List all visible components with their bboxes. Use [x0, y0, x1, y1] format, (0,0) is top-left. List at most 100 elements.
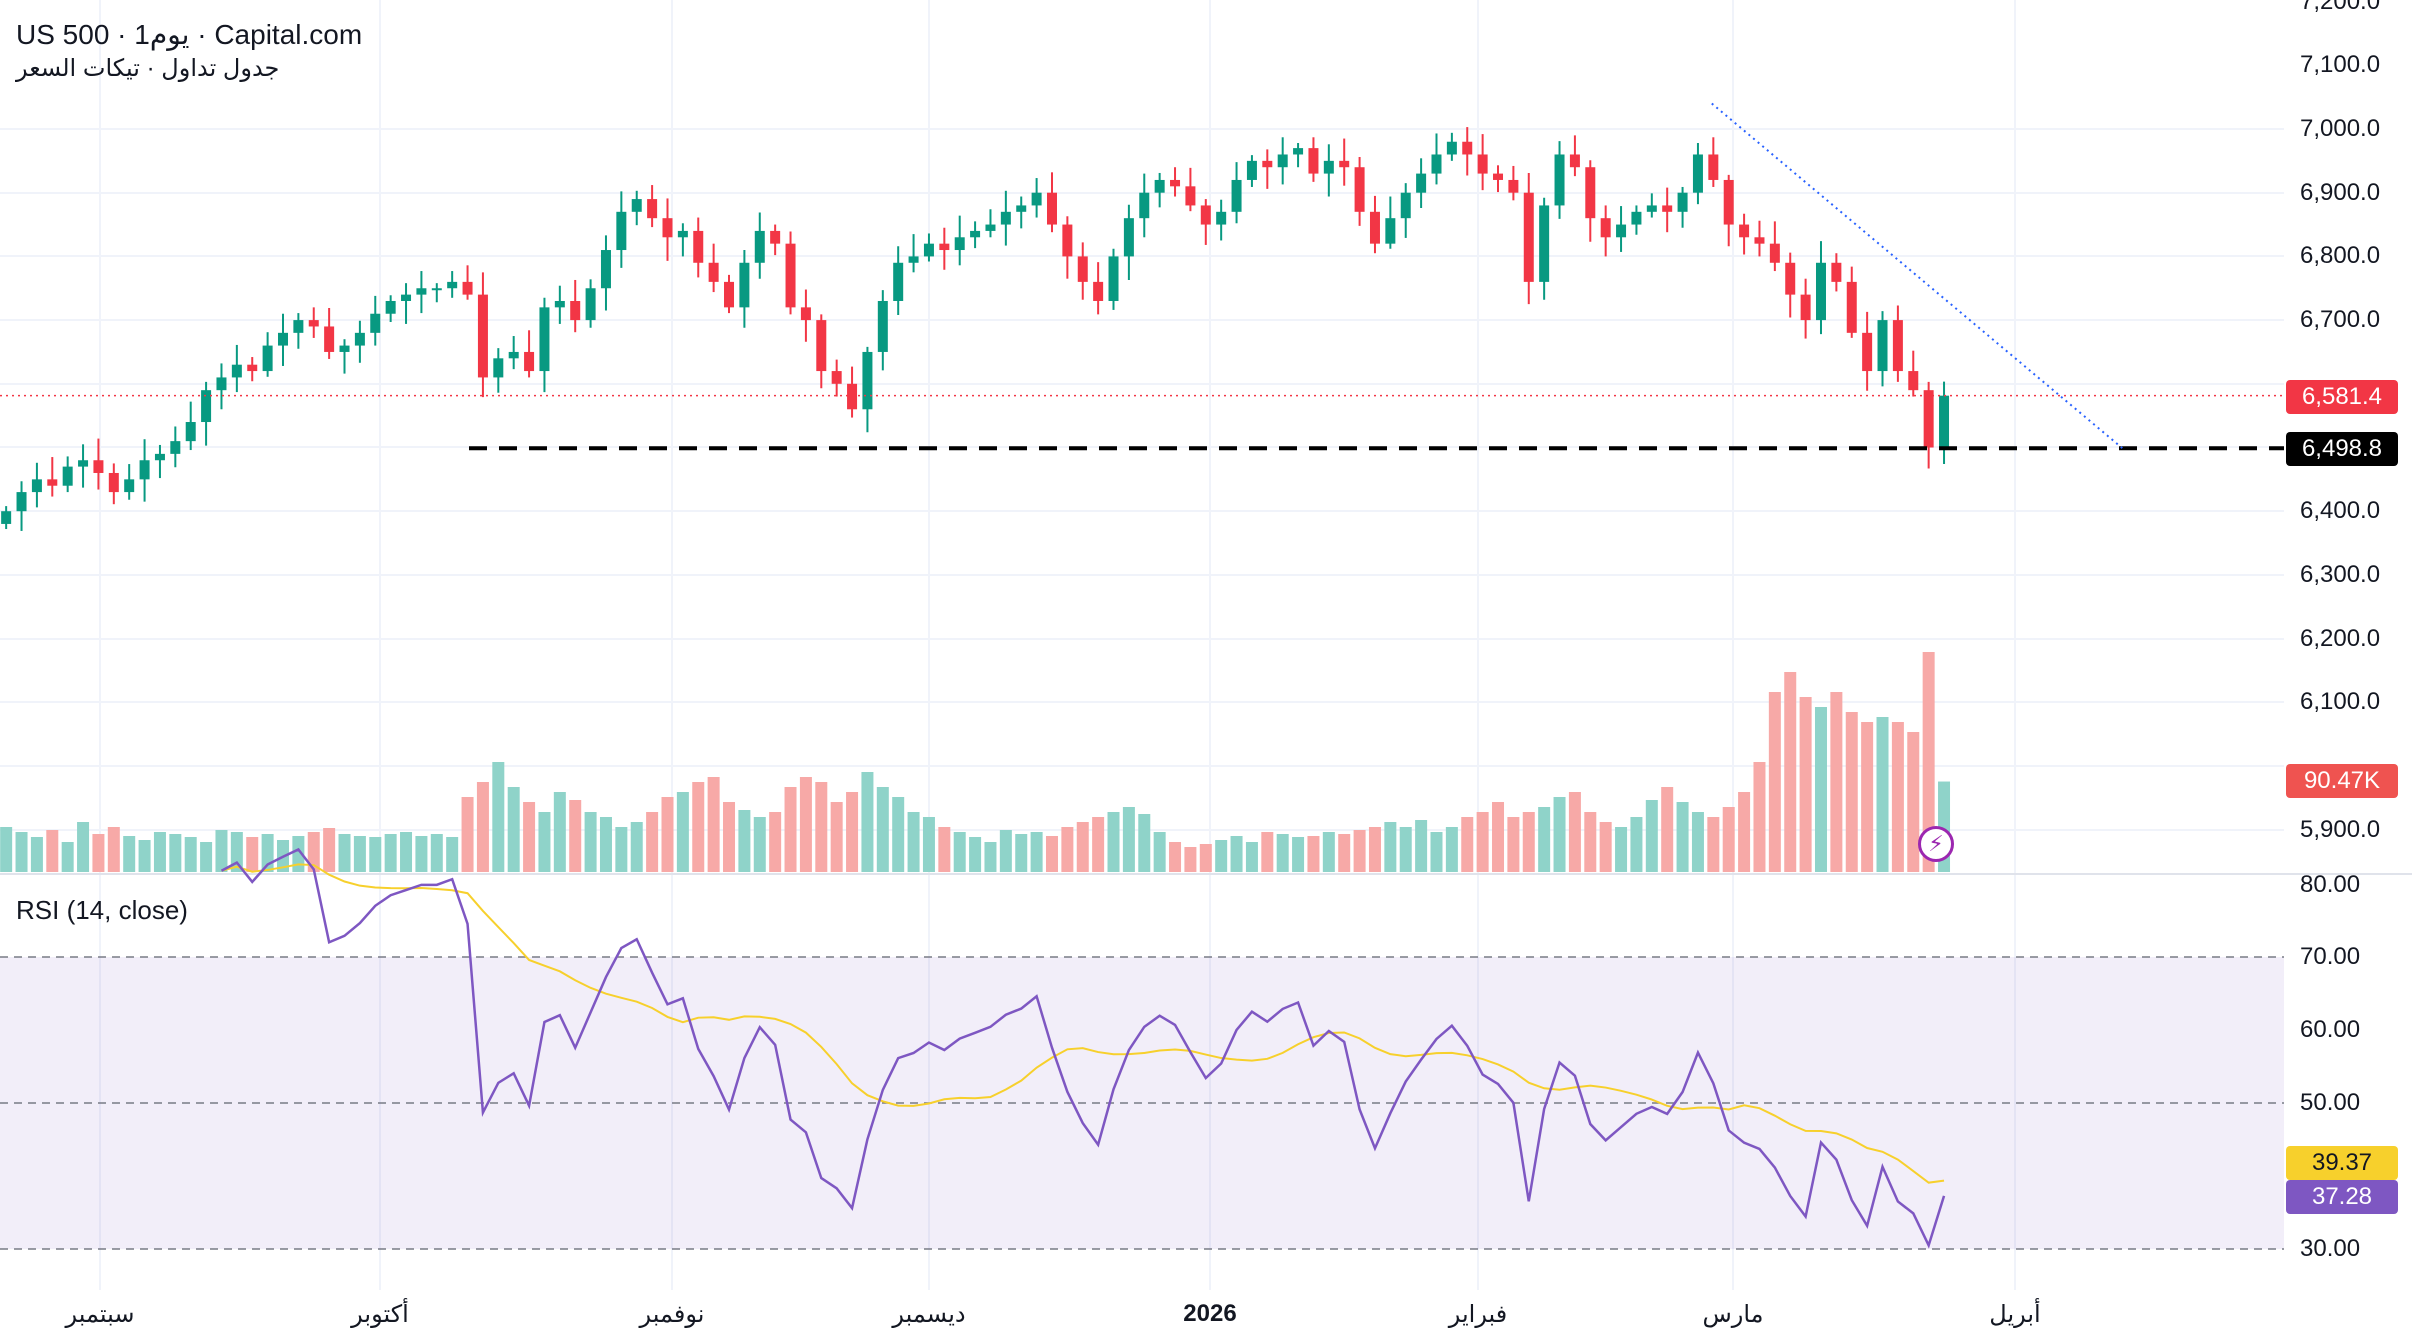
rsi-ma-line [221, 863, 1945, 1184]
volume-bar [46, 830, 59, 872]
candle-body [893, 262, 904, 301]
volume-bar [292, 836, 305, 872]
volume-bar [446, 837, 459, 872]
volume-bar [1461, 817, 1474, 872]
candle-body [1031, 192, 1042, 206]
candle-body [1431, 154, 1442, 174]
candle-body [493, 358, 504, 378]
candle-body [600, 250, 611, 289]
candle-body [231, 364, 242, 378]
candle-body [1277, 154, 1288, 168]
candle-body [831, 371, 842, 384]
candle-body [78, 460, 89, 467]
volume-bar [1169, 842, 1182, 872]
candle-body [908, 256, 919, 263]
volume-bar [1522, 812, 1535, 872]
candle-body [1077, 256, 1088, 282]
volume-bar [1353, 830, 1366, 872]
candle-body [570, 300, 581, 321]
candle-body [939, 243, 950, 251]
candle-body [462, 281, 473, 295]
volume-bar [0, 827, 13, 872]
volume-bar [738, 810, 751, 872]
trend-line [1711, 102, 2124, 450]
volume-bar [1384, 822, 1397, 872]
volume-bar [876, 787, 889, 872]
volume-bar [661, 797, 674, 872]
volume-bar [1891, 722, 1904, 872]
volume-bar [1784, 672, 1797, 872]
candle-body [447, 281, 458, 289]
candle-body [262, 345, 273, 372]
candle-body [1046, 192, 1057, 225]
volume-bar [430, 834, 443, 872]
volume-bar [1907, 732, 1920, 872]
volume-bar [123, 836, 136, 872]
candle-body [877, 300, 888, 352]
candle-body [277, 332, 288, 346]
volume-bar [1430, 832, 1443, 872]
candle-body [647, 199, 658, 219]
symbol-title: US 500 · 1يوم · Capital.com [16, 19, 363, 50]
volume-bar [753, 817, 766, 872]
volume-bar [1861, 722, 1874, 872]
price-tick: 6,800.0 [2300, 242, 2381, 269]
volume-bar [1630, 817, 1643, 872]
lightning-icon[interactable]: ⚡ [1918, 826, 1954, 862]
volume-bar [1245, 842, 1258, 872]
volume-bar [1738, 792, 1751, 872]
rsi-title[interactable]: RSI (14, close) [16, 895, 188, 925]
candle-body [770, 230, 781, 244]
candle-body [1216, 211, 1227, 225]
candle-body [370, 313, 381, 333]
volume-bar [1768, 692, 1781, 872]
volume-bar [892, 797, 905, 872]
candle-body [1692, 154, 1703, 193]
candle-body [124, 479, 135, 493]
candle-body [1846, 281, 1857, 333]
candle-body [1600, 218, 1611, 238]
volume-bar [1599, 822, 1612, 872]
candle-body [154, 453, 165, 461]
volume-bar [1045, 836, 1058, 872]
candle-body [1308, 148, 1319, 174]
rsi-tick: 30.00 [2300, 1235, 2361, 1262]
volume-bar [1538, 807, 1551, 872]
candle-body [1585, 167, 1596, 219]
candle-body [1539, 205, 1550, 282]
candle-body [401, 294, 412, 301]
volume-bar [676, 792, 689, 872]
volume-bar [384, 834, 397, 872]
candle-body [1862, 332, 1873, 372]
volume-bar [646, 812, 659, 872]
volume-bar [553, 792, 566, 872]
volume-bar [1845, 712, 1858, 872]
candle-body [1800, 294, 1811, 321]
volume-bar [1184, 847, 1197, 872]
volume-bar [784, 787, 797, 872]
candle-body [1170, 179, 1181, 187]
candle-body [554, 300, 565, 308]
price-tick: 6,200.0 [2300, 625, 2381, 652]
candle-body [139, 460, 150, 480]
candle-body [1892, 320, 1903, 372]
rsi-tick: 70.00 [2300, 943, 2361, 970]
rsi-tag: 37.28 [2286, 1180, 2398, 1214]
volume-bar [769, 812, 782, 872]
candle-body [1477, 154, 1488, 174]
volume-bar [723, 802, 736, 872]
volume-bar [1661, 787, 1674, 872]
level-price-tag: 6,498.8 [2286, 432, 2398, 466]
candle-body [1185, 186, 1196, 206]
candle-body [1016, 205, 1027, 212]
volume-bar [1922, 652, 1935, 872]
candle-body [1815, 262, 1826, 321]
time-label-year: 2026 [1183, 1300, 1237, 1327]
candle-body [1677, 192, 1688, 212]
candle-body [1569, 154, 1580, 168]
volume-bar [630, 822, 643, 872]
volume-bar [1799, 697, 1812, 872]
candle-body [1739, 224, 1750, 238]
volume-bar [15, 832, 28, 872]
